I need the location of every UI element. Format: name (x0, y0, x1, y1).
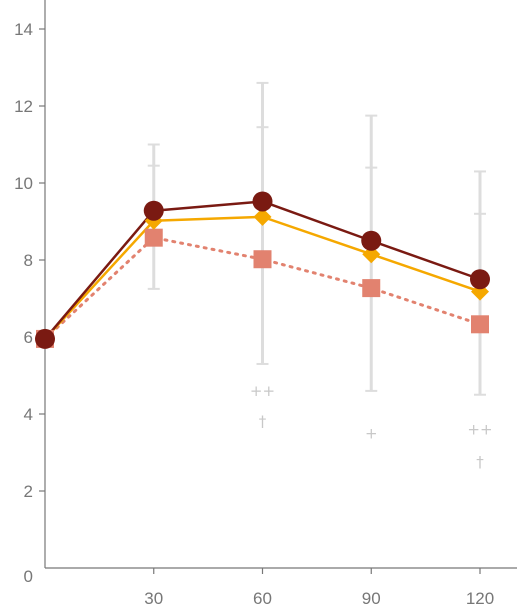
series-0-point-1 (143, 200, 164, 221)
series-2-point-1 (144, 228, 163, 247)
series-2-point-3 (362, 279, 381, 298)
y-tick-label-4: 4 (24, 405, 33, 424)
significance-mark-1: † (259, 413, 267, 431)
x-tick-label-60: 60 (253, 589, 272, 607)
series-0-point-0 (35, 328, 55, 349)
series-2-point-4 (471, 315, 489, 334)
error-bars (147, 81, 486, 396)
series-0-point-2 (252, 191, 273, 212)
x-tick-label-30: 30 (144, 589, 163, 607)
y-tick-label-12: 12 (14, 97, 33, 116)
series-1-point-2 (253, 207, 272, 226)
origin-label: 0 (24, 567, 33, 586)
significance-mark-3: ++ (467, 420, 492, 438)
y-tick-label-10: 10 (14, 174, 33, 193)
series-0-point-4 (470, 269, 490, 290)
y-tick-label-8: 8 (24, 251, 33, 270)
series-0-point-3 (361, 230, 382, 251)
series-1-point-3 (362, 245, 381, 264)
y-tick-label-14: 14 (14, 20, 33, 39)
significance-mark-2: + (365, 424, 378, 442)
x-tick-label-120: 120 (466, 589, 494, 607)
series-2-point-2 (253, 250, 272, 269)
series-markers (35, 191, 490, 349)
axes: 2 4 6 8 10 12 14 0 30 60 90 120 (14, 0, 517, 607)
y-tick-label-6: 6 (24, 328, 33, 347)
annotations: ++†+ ++† (250, 382, 493, 471)
significance-mark-4: † (476, 453, 484, 471)
y-tick-label-2: 2 (24, 482, 33, 501)
significance-mark-0: ++ (250, 382, 275, 400)
x-tick-label-90: 90 (362, 589, 381, 607)
